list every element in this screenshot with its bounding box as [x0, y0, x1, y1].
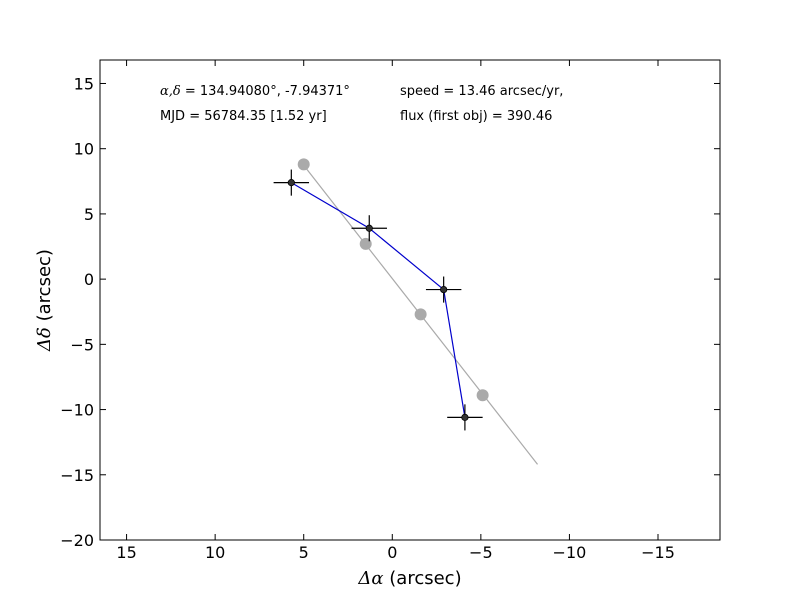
annotation-coords: α,δ = 134.94080°, -7.94371° — [160, 84, 350, 99]
x-tick-label-3: 0 — [387, 543, 397, 562]
y-tick-label-0: 15 — [74, 74, 94, 93]
plot-layer — [273, 158, 539, 465]
observed-point-2 — [440, 285, 448, 294]
x-tick-label-6: −15 — [641, 543, 675, 562]
ticks-layer: 15 10 5 0 −5 −10 −15 15 10 5 0 −5 −10 −15 −20 — [60, 60, 720, 562]
x-tick-label-4: −5 — [469, 543, 493, 562]
fit-point-2 — [414, 308, 427, 321]
x-tick-label-5: −10 — [553, 543, 587, 562]
annotation-mjd: MJD = 56784.35 [1.52 yr] — [160, 109, 327, 124]
plot-frame — [99, 59, 721, 541]
x-tick-label-0: 15 — [116, 543, 136, 562]
y-tick-label-4: −5 — [70, 335, 94, 354]
y-tick-label-7: −20 — [60, 531, 94, 550]
annotation-coords-value: = 134.94080°, -7.94371° — [181, 84, 350, 99]
observed-point-1 — [365, 224, 373, 232]
x-axis-label-unit: (arcsec) — [384, 568, 462, 589]
y-axis-label-unit: (arcsec) — [34, 249, 55, 327]
y-axis-label-symbol: Δδ — [34, 327, 55, 352]
x-axis-label-symbol: Δα — [357, 568, 383, 589]
y-axis-label: Δδ (arcsec) — [34, 249, 55, 352]
fit-point-0 — [297, 158, 310, 171]
x-tick-label-1: 10 — [205, 543, 225, 562]
fit-point-1 — [359, 237, 372, 250]
y-tick-label-1: 10 — [74, 140, 94, 159]
annotation-speed: speed = 13.46 arcsec/yr, — [400, 84, 563, 99]
y-tick-label-2: 5 — [84, 205, 94, 224]
y-tick-label-3: 0 — [84, 270, 94, 289]
observed-point-0 — [287, 179, 295, 187]
x-tick-label-2: 5 — [299, 543, 309, 562]
annotation-coords-symbol: α,δ — [160, 84, 181, 99]
x-axis-label: Δα (arcsec) — [357, 568, 461, 589]
observed-point-3 — [461, 413, 469, 421]
y-tick-label-5: −10 — [60, 401, 94, 420]
annotation-flux: flux (first obj) = 390.46 — [400, 109, 552, 124]
observed-track-line — [291, 182, 466, 418]
fit-point-3 — [476, 389, 489, 402]
y-tick-label-6: −15 — [60, 466, 94, 485]
